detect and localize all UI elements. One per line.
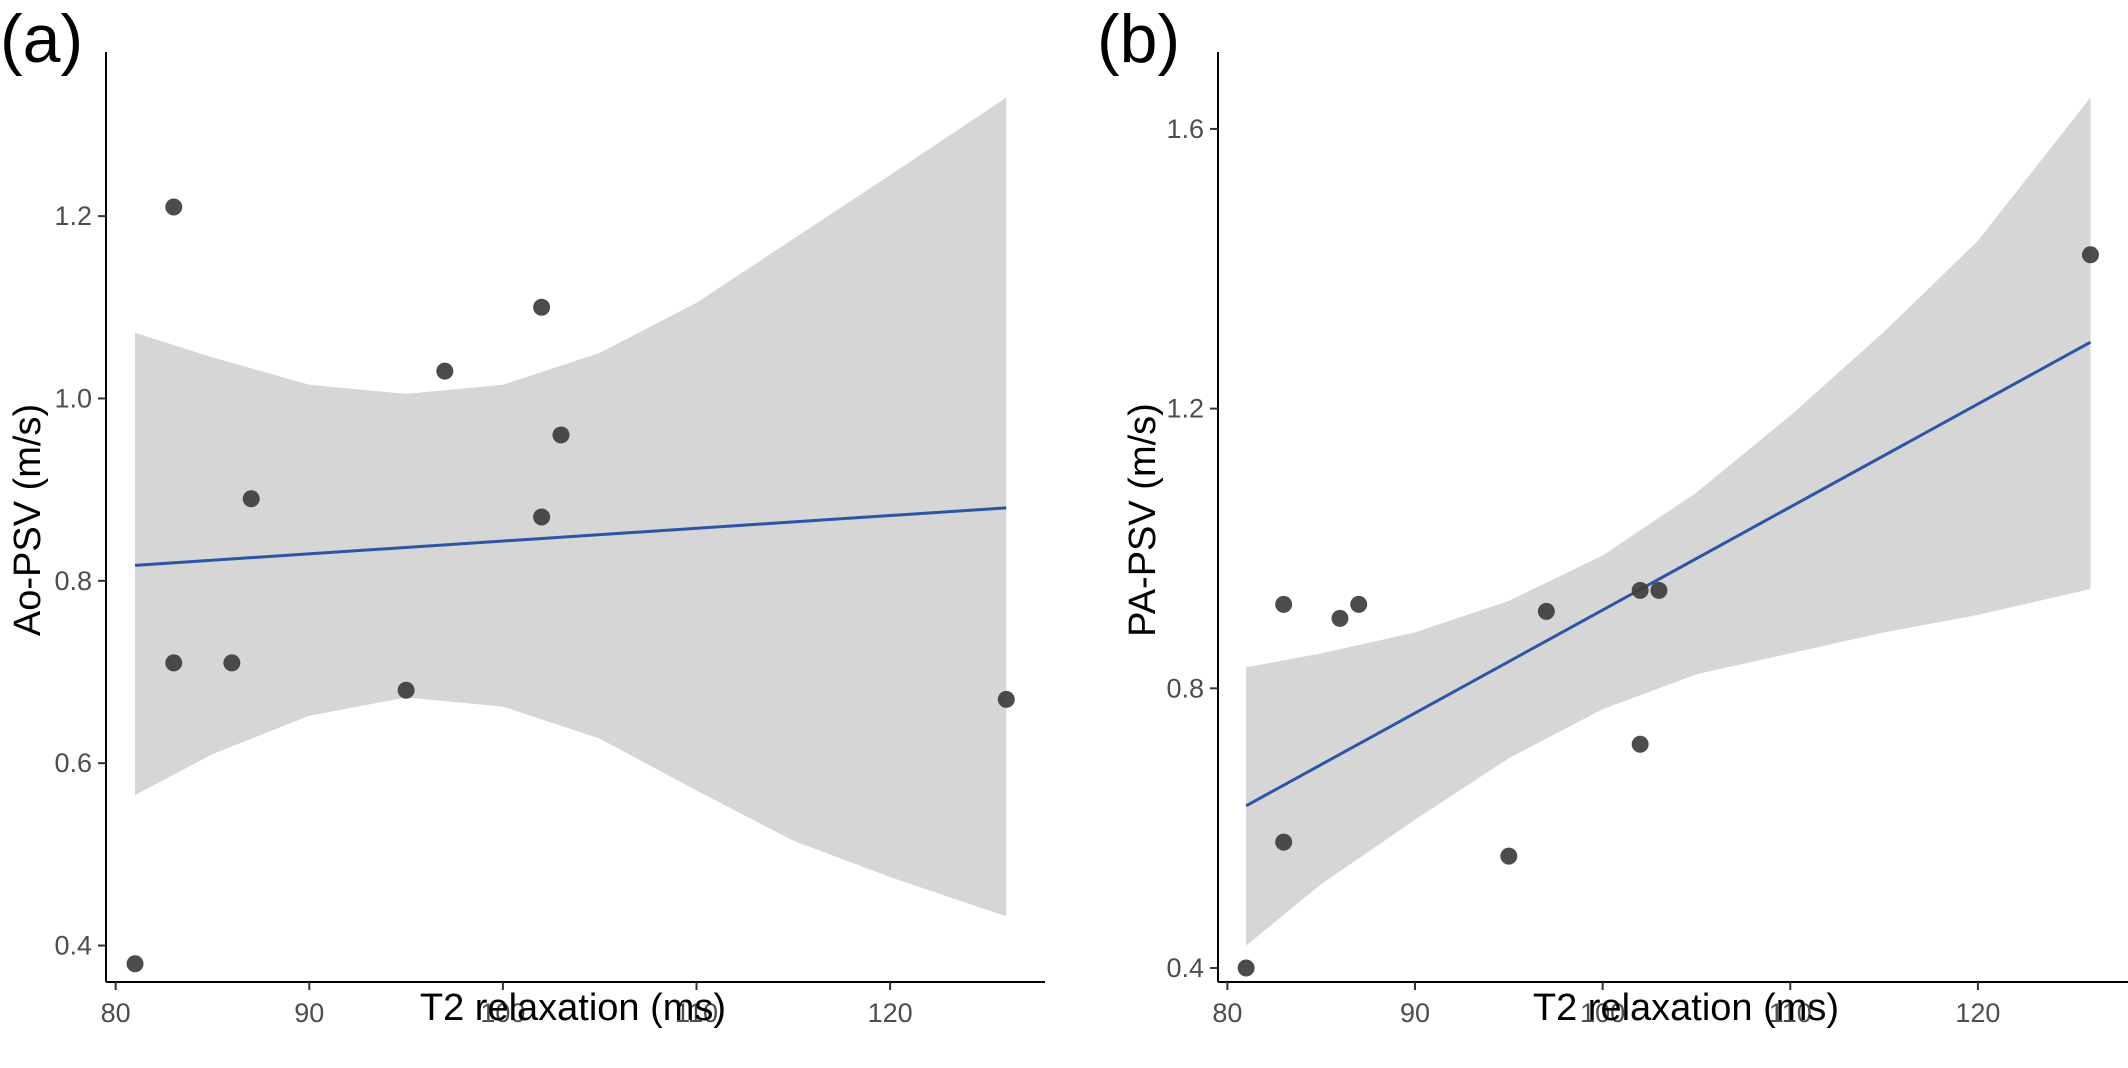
- y-ticks-b: 0.4 0.8 1.2 1.6: [1166, 114, 1218, 983]
- data-point: [1350, 595, 1368, 613]
- data-point: [436, 362, 454, 380]
- data-point: [1631, 735, 1649, 753]
- data-point: [1537, 602, 1555, 620]
- data-point: [126, 955, 144, 973]
- y-tick-label: 1.6: [1166, 114, 1204, 144]
- x-axis-title-a: T2 relaxation (ms): [420, 987, 726, 1029]
- x-axis-title-b: T2 relaxation (ms): [1533, 987, 1839, 1029]
- data-point: [242, 490, 260, 508]
- x-tick-label: 100: [480, 998, 525, 1028]
- y-axis-title-a: Ao-PSV (m/s): [7, 404, 49, 636]
- x-tick-label: 120: [868, 998, 913, 1028]
- points-b: [1237, 246, 2099, 977]
- x-tick-label: 90: [294, 998, 324, 1028]
- y-tick-label: 0.4: [54, 931, 92, 961]
- regression-line: [1245, 340, 2092, 808]
- y-tick-label: 1.0: [54, 383, 92, 413]
- y-tick-label: 0.8: [1166, 673, 1204, 703]
- x-tick-label: 110: [675, 998, 718, 1028]
- data-point: [1237, 959, 1255, 977]
- data-point: [165, 198, 183, 216]
- fit-line-b: [1245, 340, 2092, 808]
- y-tick-label: 1.2: [1166, 394, 1204, 424]
- data-point: [533, 508, 551, 526]
- data-point: [1275, 833, 1293, 851]
- confidence-band-a: [135, 97, 1007, 917]
- data-point: [533, 298, 551, 316]
- x-ticks-b: 80 90 100 110 120: [1212, 982, 2000, 1028]
- y-axis-title-b: PA-PSV (m/s): [1122, 403, 1164, 637]
- data-point: [552, 426, 570, 444]
- confidence-band-b: [1246, 97, 2091, 946]
- y-tick-label: 0.4: [1166, 953, 1204, 983]
- data-point: [223, 654, 241, 672]
- points-a: [126, 198, 1015, 973]
- axes-b: [1217, 52, 2128, 983]
- x-tick-label: 100: [1580, 998, 1625, 1028]
- panel-a: (a) 80 90 100 110 120 0.4 0.6 0.8 1.0 1.2 T2 rel…: [0, 1, 1045, 1029]
- x-tick-label: 80: [1212, 998, 1242, 1028]
- data-point: [1331, 609, 1349, 627]
- y-ticks-a: 0.4 0.6 0.8 1.0 1.2: [54, 201, 106, 961]
- data-point: [397, 681, 415, 699]
- axes-a: [105, 52, 1045, 983]
- data-point: [1500, 847, 1518, 865]
- x-ticks-a: 80 90 100 110 120: [101, 982, 913, 1028]
- y-tick-label: 0.8: [54, 566, 92, 596]
- y-tick-label: 1.2: [54, 201, 92, 231]
- data-point: [1650, 581, 1668, 599]
- panel-label-b: (b): [1097, 1, 1180, 77]
- data-point: [165, 654, 183, 672]
- data-point: [2081, 246, 2099, 264]
- fit-line-a: [134, 506, 1007, 567]
- confidence-band: [1246, 97, 2091, 946]
- panel-b: (b) 80 90 100 110 120 0.4 0.8 1.2 1.6 T2 relaxa…: [1097, 1, 2128, 1029]
- x-tick-label: 80: [101, 998, 131, 1028]
- x-tick-label: 120: [1955, 998, 2000, 1028]
- confidence-band: [135, 97, 1007, 917]
- data-point: [1631, 581, 1649, 599]
- data-point: [1275, 595, 1293, 613]
- x-tick-label: 90: [1400, 998, 1430, 1028]
- panel-label-a: (a): [0, 1, 83, 77]
- data-point: [997, 690, 1015, 708]
- regression-line: [134, 506, 1007, 567]
- x-tick-label: 110: [1769, 998, 1812, 1028]
- y-tick-label: 0.6: [54, 748, 92, 778]
